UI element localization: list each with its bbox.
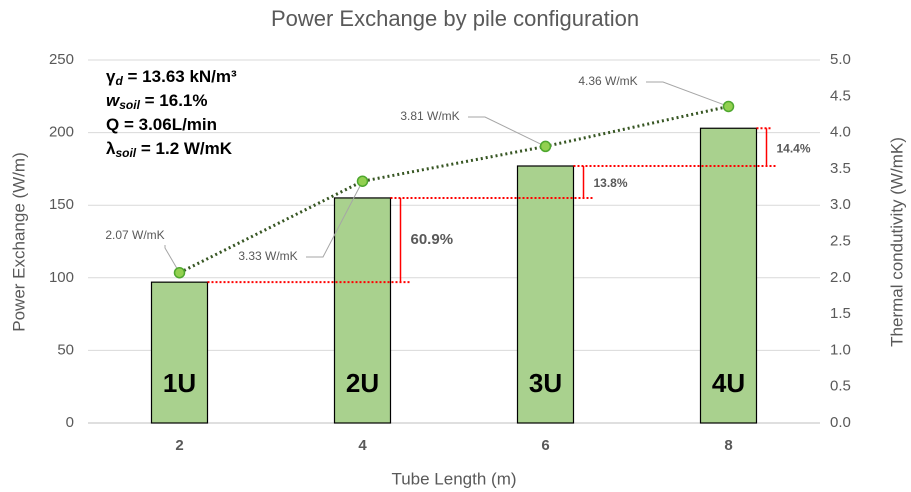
y-tick-label: 100 <box>49 269 74 286</box>
x-axis-title: Tube Length (m) <box>391 469 516 488</box>
info-text: = 3.06L/min <box>119 115 217 134</box>
x-tick-label: 8 <box>724 437 732 454</box>
bar <box>699 127 758 424</box>
bar-label: 1U <box>163 368 196 398</box>
bar-label: 2U <box>346 368 379 398</box>
conductivity-marker <box>722 100 735 113</box>
bar-label: 3U <box>529 368 562 398</box>
bar <box>333 197 392 424</box>
leader-line <box>306 181 363 258</box>
increase-label: 13.8% <box>594 176 628 190</box>
bar-label: 4U <box>712 368 745 398</box>
info-sub: d <box>115 74 123 88</box>
y2-tick-label: 0.0 <box>830 414 851 431</box>
y-tick-label: 200 <box>49 124 74 141</box>
chart-title: Power Exchange by pile configuration <box>271 6 639 31</box>
info-text: = 13.63 kN/m³ <box>123 67 237 86</box>
y-axis-title: Power Exchange (W/m) <box>9 152 28 332</box>
conductivity-line <box>178 104 729 275</box>
bar <box>516 165 575 424</box>
leader-line <box>646 81 729 107</box>
y-tick-label: 150 <box>49 196 74 213</box>
y2-tick-label: 3.0 <box>830 196 851 213</box>
conductivity-marker <box>539 140 552 153</box>
info-sub: soil <box>115 146 136 160</box>
increase-label: 14.4% <box>777 141 811 155</box>
info-line: Q = 3.06L/min <box>106 115 217 134</box>
y2-tick-label: 1.5 <box>830 305 851 322</box>
info-text: = 16.1% <box>140 91 208 110</box>
increase-label: 60.9% <box>411 231 454 248</box>
y-tick-label: 250 <box>49 51 74 68</box>
y2-tick-label: 4.0 <box>830 124 851 141</box>
x-tick-label: 6 <box>541 437 549 454</box>
conductivity-label: 2.07 W/mK <box>105 228 164 242</box>
info-line: wsoil = 16.1% <box>106 91 207 112</box>
info-sub: soil <box>119 98 140 112</box>
conductivity-label: 4.36 W/mK <box>578 74 637 88</box>
y2-tick-label: 5.0 <box>830 51 851 68</box>
conductivity-label: 3.81 W/mK <box>400 109 459 123</box>
info-symbol: λ <box>106 139 116 158</box>
conductivity-marker <box>173 266 186 279</box>
info-symbol: Q <box>106 115 119 134</box>
y2-tick-label: 0.5 <box>830 378 851 395</box>
info-text: = 1.2 W/mK <box>136 139 233 158</box>
y2-tick-label: 4.5 <box>830 87 851 104</box>
leader-line <box>468 116 546 147</box>
info-line: λsoil = 1.2 W/mK <box>106 139 233 160</box>
x-tick-label: 2 <box>175 437 183 454</box>
x-tick-label: 4 <box>358 437 367 454</box>
y2-tick-label: 2.5 <box>830 232 851 249</box>
conductivity-marker <box>356 175 369 187</box>
leader-line <box>164 245 180 273</box>
info-symbol: w <box>106 91 121 110</box>
y-tick-label: 0 <box>66 414 74 431</box>
y2-tick-label: 1.0 <box>830 341 851 358</box>
info-symbol: γ <box>106 67 116 86</box>
bar <box>150 281 209 424</box>
info-line: γd = 13.63 kN/m³ <box>106 67 237 88</box>
conductivity-label: 3.33 W/mK <box>238 249 297 263</box>
y2-axis-title: Thermal condutivity (W/mK) <box>887 137 906 347</box>
y2-tick-label: 3.5 <box>830 160 851 177</box>
y2-tick-label: 2.0 <box>830 269 851 286</box>
y-tick-label: 50 <box>57 341 74 358</box>
